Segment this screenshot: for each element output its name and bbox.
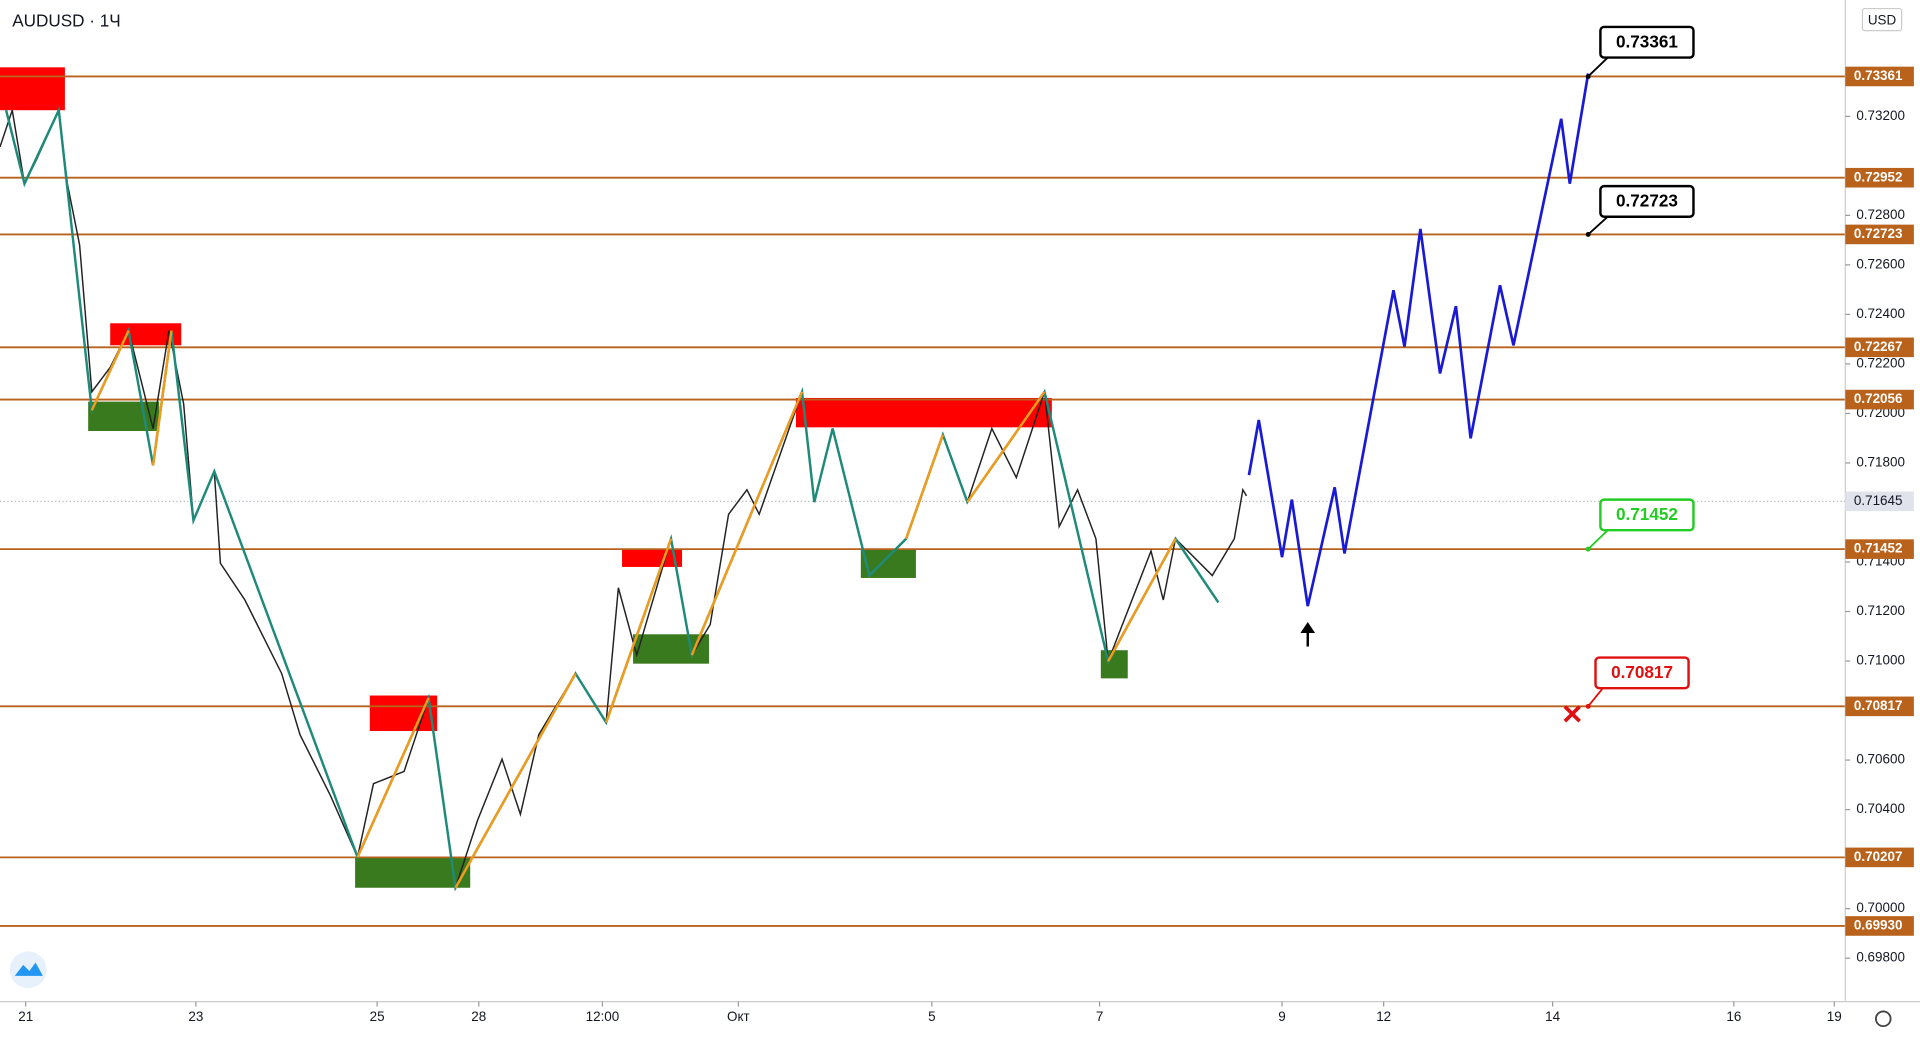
callout-box <box>1599 498 1695 532</box>
up-leg <box>690 391 804 656</box>
callout-pointer <box>1587 56 1609 78</box>
level-label-box <box>1845 66 1914 87</box>
x-tick-label: 19 <box>1827 1009 1842 1024</box>
up-leg <box>1107 538 1177 662</box>
price-axis-panel <box>1845 0 1920 1038</box>
x-tick-label: 28 <box>471 1009 486 1024</box>
x-tick-label: 12:00 <box>586 1009 620 1024</box>
current-price-box <box>1845 491 1914 512</box>
y-tick-label: 0.71800 <box>1856 455 1905 470</box>
up-leg <box>356 697 430 858</box>
x-tick-label: 7 <box>1096 1009 1103 1024</box>
level-label: 0.72056 <box>1854 391 1903 406</box>
arrow-head <box>1300 622 1316 634</box>
y-tick-label: 0.71200 <box>1856 603 1905 618</box>
supply-zone <box>110 323 182 346</box>
level-label: 0.72723 <box>1854 226 1903 241</box>
x-tick-label: 14 <box>1545 1009 1560 1024</box>
y-tick-label: 0.73200 <box>1856 108 1905 123</box>
x-tick-label: 5 <box>928 1009 935 1024</box>
callout-anchor <box>1585 703 1591 709</box>
level-label-box <box>1845 539 1914 559</box>
callout-box <box>1594 656 1690 690</box>
settings-icon[interactable] <box>1874 1010 1892 1028</box>
supply-zone <box>795 397 1052 428</box>
callout-label: 0.71452 <box>1616 504 1678 524</box>
y-tick-label: 0.70400 <box>1856 801 1905 816</box>
currency-label: USD <box>1868 12 1897 27</box>
level-label: 0.72267 <box>1854 339 1903 354</box>
callout-pointer <box>1587 216 1609 236</box>
callout-box <box>1599 184 1695 218</box>
callout-pointer <box>1587 687 1604 707</box>
level-label: 0.72952 <box>1854 169 1903 184</box>
x-tick-label: 23 <box>188 1009 203 1024</box>
y-tick-label: 0.70600 <box>1856 752 1905 767</box>
supply-zone <box>0 67 65 111</box>
projection-path <box>1247 73 1590 607</box>
level-label-box <box>1845 696 1914 717</box>
up-leg <box>904 434 945 540</box>
zigzag-up <box>90 330 1177 889</box>
callout-pointer <box>1587 529 1609 550</box>
current-price-label: 0.71645 <box>1854 493 1903 508</box>
x-tick-label: Окт <box>727 1009 750 1024</box>
y-tick-label: 0.69800 <box>1856 950 1905 965</box>
level-label: 0.73361 <box>1854 68 1903 83</box>
demand-zone <box>1100 650 1128 679</box>
callout-label: 0.73361 <box>1616 31 1678 51</box>
level-label-box <box>1845 916 1914 936</box>
currency-box <box>1861 7 1903 32</box>
callout-label: 0.70817 <box>1611 662 1673 682</box>
callouts: 0.73361 0.72723 0.71452 0.70817 <box>1585 25 1695 709</box>
demand-zone <box>88 401 160 432</box>
level-label: 0.70817 <box>1854 698 1903 713</box>
x-tick-label: 9 <box>1278 1009 1285 1024</box>
up-leg <box>966 391 1046 503</box>
y-tick-label: 0.70000 <box>1856 900 1905 915</box>
chart-title: AUDUSD · 1Ч <box>12 11 120 31</box>
x-tick-label: 12 <box>1376 1009 1391 1024</box>
price-axis: 0.73200 0.72800 0.72600 0.72400 0.72200 0.720… <box>1845 66 1914 965</box>
level-label: 0.71452 <box>1854 541 1903 556</box>
y-tick-label: 0.72600 <box>1856 256 1905 271</box>
time-axis: 21 23 25 28 12:00 Окт 5 7 9 12 14 16 19 <box>18 1001 1842 1024</box>
y-tick-label: 0.71000 <box>1856 653 1905 668</box>
stop-stroke <box>1563 705 1581 723</box>
level-label-box <box>1845 337 1914 358</box>
stop-mark <box>1563 705 1581 723</box>
up-leg <box>454 672 577 889</box>
callout-anchor <box>1585 74 1591 79</box>
level-label-box <box>1845 224 1914 245</box>
logo-mark <box>14 962 43 976</box>
x-tick-label: 25 <box>370 1009 385 1024</box>
up-leg <box>151 330 173 466</box>
level-label: 0.70207 <box>1854 849 1903 864</box>
callout-anchor <box>1585 231 1591 237</box>
level-label-box <box>1845 847 1914 868</box>
up-leg <box>90 330 130 411</box>
x-tick-label: 21 <box>18 1009 33 1024</box>
level-label-box <box>1845 167 1914 188</box>
y-tick-label: 0.72800 <box>1856 207 1905 222</box>
callout-label: 0.72723 <box>1616 191 1678 211</box>
up-leg <box>604 538 673 723</box>
callout-anchor <box>1585 546 1591 552</box>
y-tick-label: 0.72200 <box>1856 355 1905 370</box>
y-tick-label: 0.72400 <box>1856 306 1905 321</box>
callout-box <box>1599 25 1695 59</box>
x-tick-label: 16 <box>1726 1009 1741 1024</box>
level-label: 0.69930 <box>1854 918 1903 933</box>
arrow-up <box>1300 622 1316 647</box>
level-label-box <box>1845 389 1914 410</box>
